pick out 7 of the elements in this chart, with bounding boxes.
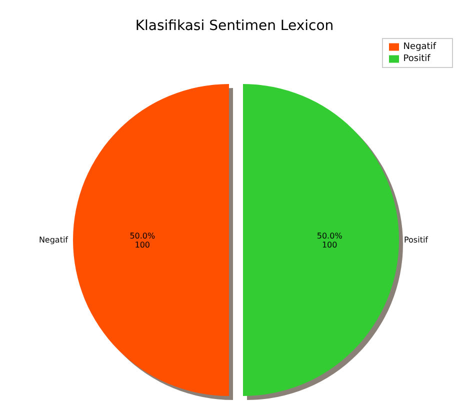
legend-label: Negatif — [403, 42, 436, 52]
slice-label: Negatif — [38, 236, 68, 244]
legend-label: Positif — [403, 54, 430, 64]
slice-label: Positif — [404, 236, 428, 244]
data-label: 50.0% 100 — [130, 231, 156, 249]
chart-title: Klasifikasi Sentimen Lexicon — [134, 18, 335, 34]
data-label: 50.0% 100 — [316, 231, 343, 249]
